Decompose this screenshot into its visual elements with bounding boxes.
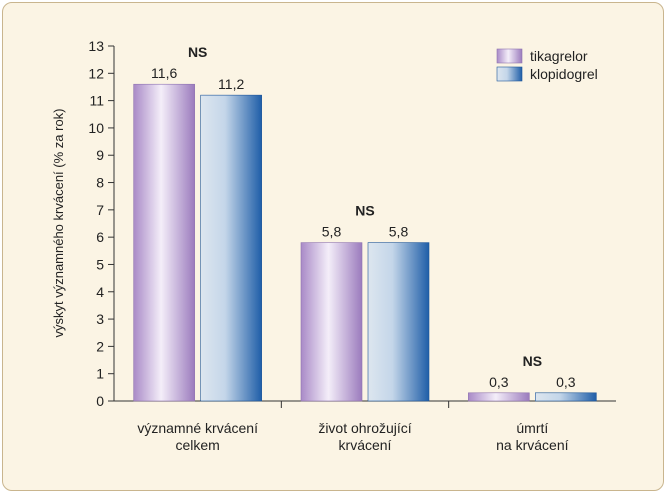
bar-tikagrelor	[133, 83, 195, 402]
bar-klopidogrel	[200, 94, 262, 402]
significance-annotation: NS	[355, 203, 374, 219]
legend-swatch-tikagrelor	[496, 48, 523, 64]
significance-annotation: NS	[523, 353, 542, 369]
legend-swatch-klopidogrel	[496, 66, 523, 82]
y-tick-label: 10	[88, 120, 104, 136]
y-tick-label: 1	[96, 366, 104, 382]
data-labels: 11,6 11,2 NS 5,8 5,8 NS 0,3 0,3 NS	[151, 44, 576, 390]
y-axis-label: výskyt významného krvácení (% za rok)	[51, 108, 66, 337]
data-label: 5,8	[389, 224, 409, 240]
data-label: 0,3	[489, 374, 509, 390]
y-tick-label: 11	[89, 93, 104, 109]
data-label: 11,6	[151, 65, 177, 81]
y-tick-label: 0	[96, 393, 104, 409]
bar-tikagrelor	[300, 242, 363, 402]
x-tick-label: na krvácení	[496, 437, 568, 453]
significance-annotation: NS	[188, 44, 207, 60]
y-tick-label: 13	[88, 38, 104, 54]
bars	[133, 83, 597, 402]
bar-tikagrelor	[468, 392, 530, 402]
bar-klopidogrel	[367, 242, 430, 402]
y-tick-label: 5	[96, 256, 104, 272]
y-tick-label: 2	[96, 338, 104, 354]
x-tick-label: život ohrožující	[318, 420, 411, 436]
x-tick-label: významné krvácení	[137, 420, 258, 436]
legend-label-tikagrelor: tikagrelor	[530, 48, 588, 64]
x-tick-label: krvácení	[339, 437, 392, 453]
data-label: 5,8	[322, 224, 342, 240]
y-tick-label: 8	[96, 175, 104, 191]
bar-klopidogrel	[535, 392, 597, 402]
y-tick-label: 7	[96, 202, 104, 218]
x-tick-label: celkem	[175, 437, 219, 453]
y-tick-label: 3	[96, 311, 104, 327]
data-label: 11,2	[218, 76, 244, 92]
y-tick-label: 4	[96, 284, 104, 300]
legend-label-klopidogrel: klopidogrel	[530, 66, 598, 82]
y-tick-label: 12	[88, 65, 104, 81]
y-tick-label: 6	[96, 229, 104, 245]
legend: tikagrelor klopidogrel	[496, 48, 598, 82]
y-tick-label: 9	[96, 147, 104, 163]
x-tick-label: úmrtí	[516, 420, 548, 436]
data-label: 0,3	[556, 374, 576, 390]
